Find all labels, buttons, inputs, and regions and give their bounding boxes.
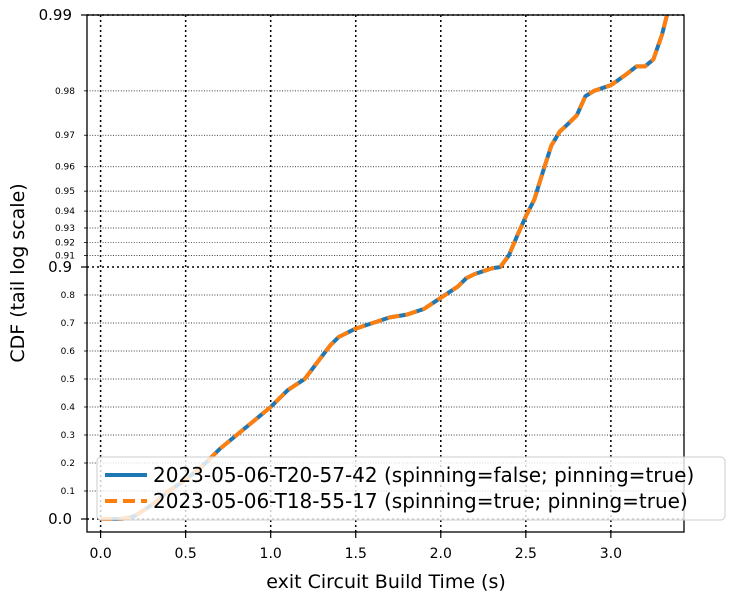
legend: 2023-05-06-T20-57-42 (spinning=false; pi… bbox=[96, 456, 726, 521]
grid-layer bbox=[87, 14, 684, 532]
y-minor-tick-label: 0.3 bbox=[61, 431, 75, 441]
y-tick-layer: 0.1 0.2 0.3 0.4 0.5 0.6 0.7 0.8 0.91 0.92 0.93 0.94… bbox=[39, 6, 87, 528]
y-minor-tick-label: 0.8 bbox=[61, 291, 76, 301]
y-minor-tick-label: 0.98 bbox=[55, 87, 75, 97]
y-minor-tick-label: 0.92 bbox=[55, 239, 75, 249]
y-major-tick-label: 0.9 bbox=[48, 258, 72, 276]
plot-frame bbox=[86, 14, 685, 533]
y-minor-tick-label: 0.95 bbox=[55, 187, 75, 197]
y-minor-tick-label: 0.93 bbox=[55, 224, 75, 234]
y-minor-tick-label: 0.5 bbox=[61, 375, 75, 385]
y-axis-label: CDF (tail log scale) bbox=[7, 183, 29, 362]
x-tick-label: 0.5 bbox=[175, 546, 197, 562]
y-major-tick-label: 0.0 bbox=[48, 510, 72, 528]
x-axis-label: exit Circuit Build Time (s) bbox=[266, 571, 506, 593]
x-tick-label: 3.0 bbox=[600, 546, 622, 562]
x-tick-label: 1.5 bbox=[345, 546, 367, 562]
y-minor-tick-label: 0.94 bbox=[55, 207, 75, 217]
legend-label-series-1: 2023-05-06-T20-57-42 (spinning=false; pi… bbox=[153, 463, 694, 487]
x-tick-label: 2.0 bbox=[430, 546, 452, 562]
x-tick-label: 2.5 bbox=[515, 546, 537, 562]
y-minor-tick-label: 0.4 bbox=[61, 403, 76, 413]
y-minor-tick-label: 0.2 bbox=[61, 459, 75, 469]
y-minor-tick-label: 0.7 bbox=[61, 319, 75, 329]
y-minor-tick-label: 0.97 bbox=[55, 131, 75, 141]
x-tick-label: 0.0 bbox=[89, 546, 111, 562]
y-minor-tick-label: 0.6 bbox=[61, 347, 76, 357]
series-layer bbox=[100, 14, 669, 521]
x-tick-layer: 0.0 0.5 1.0 1.5 2.0 2.5 3.0 bbox=[89, 532, 622, 562]
legend-box bbox=[96, 456, 726, 521]
y-minor-tick-label: 0.96 bbox=[55, 163, 75, 173]
y-major-tick-label: 0.99 bbox=[39, 6, 72, 24]
x-tick-label: 1.0 bbox=[260, 546, 282, 562]
legend-label-series-2: 2023-05-06-T18-55-17 (spinning=true; pin… bbox=[153, 489, 688, 513]
y-minor-tick-label: 0.91 bbox=[55, 251, 75, 261]
series-line-2 bbox=[100, 14, 669, 521]
y-minor-tick-label: 0.1 bbox=[61, 487, 75, 497]
